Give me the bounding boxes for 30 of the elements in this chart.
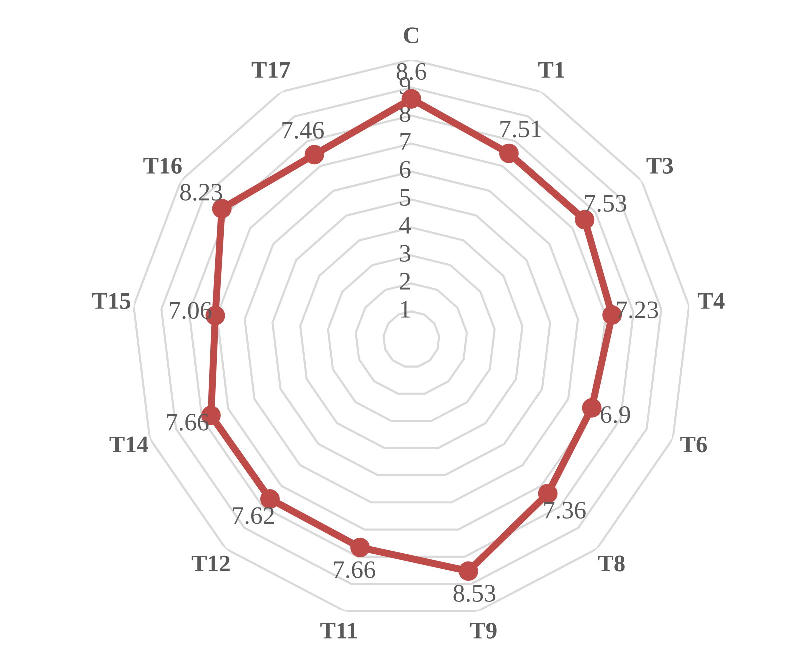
- data-label: 6.9: [601, 406, 630, 424]
- spoke-label: T11: [320, 623, 358, 639]
- spoke-label: T17: [252, 62, 290, 78]
- spoke-label: T6: [680, 436, 708, 453]
- data-label: 7.36: [544, 502, 586, 519]
- data-label: 8.23: [180, 184, 222, 201]
- spoke-label: T12: [192, 556, 230, 572]
- y-tick-label: 4: [400, 217, 412, 234]
- spoke-label: T3: [646, 158, 674, 174]
- y-tick-label: 3: [400, 245, 411, 262]
- spoke-label: C: [404, 28, 418, 44]
- spoke-label: T16: [144, 158, 182, 174]
- y-tick-label: 7: [400, 133, 411, 150]
- data-label: 7.53: [585, 195, 627, 212]
- y-tick-label: 6: [400, 161, 411, 178]
- data-label: 7.51: [500, 120, 542, 138]
- y-tick-label: 2: [400, 273, 410, 290]
- spoke-label: T9: [470, 623, 497, 639]
- y-tick-label: 1: [401, 301, 410, 318]
- data-label: 8.53: [454, 585, 496, 602]
- data-label: 7.66: [334, 562, 376, 579]
- y-tick-label: 5: [400, 189, 411, 206]
- data-label: 7.66: [167, 414, 209, 431]
- spoke-label: T14: [110, 436, 148, 452]
- spoke-label: T8: [598, 556, 625, 572]
- spoke-label: T4: [698, 293, 725, 309]
- data-label: 7.46: [282, 122, 324, 139]
- data-label: 7.62: [233, 508, 274, 524]
- spoke-label: T15: [92, 293, 130, 310]
- spoke-label: T1: [538, 62, 565, 78]
